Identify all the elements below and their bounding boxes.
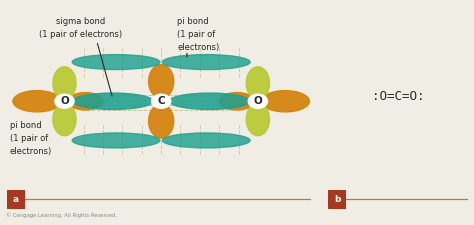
Circle shape: [151, 94, 172, 109]
Text: (1 pair of: (1 pair of: [177, 30, 216, 39]
Ellipse shape: [246, 67, 269, 99]
Ellipse shape: [68, 92, 103, 110]
Text: C: C: [157, 96, 165, 106]
Ellipse shape: [73, 93, 153, 110]
Ellipse shape: [163, 133, 250, 148]
Text: (1 pair of: (1 pair of: [9, 134, 48, 143]
Text: pi bond: pi bond: [9, 121, 41, 130]
Ellipse shape: [72, 133, 160, 148]
Ellipse shape: [53, 67, 76, 99]
Ellipse shape: [72, 55, 160, 70]
Ellipse shape: [148, 104, 174, 138]
Text: O: O: [60, 96, 69, 106]
Text: (1 pair of electrons): (1 pair of electrons): [39, 30, 122, 39]
Ellipse shape: [169, 93, 250, 110]
Ellipse shape: [163, 55, 250, 70]
Circle shape: [54, 94, 75, 109]
Text: © Cengage Learning. All Rights Reserved.: © Cengage Learning. All Rights Reserved.: [6, 213, 117, 218]
Ellipse shape: [246, 103, 269, 136]
Ellipse shape: [53, 103, 76, 136]
Text: O: O: [254, 96, 262, 106]
Text: sigma bond: sigma bond: [56, 17, 105, 26]
Ellipse shape: [148, 65, 174, 98]
Text: a: a: [13, 195, 18, 204]
Text: electrons): electrons): [177, 43, 219, 52]
Ellipse shape: [261, 91, 310, 112]
Text: electrons): electrons): [9, 147, 52, 156]
Ellipse shape: [13, 91, 61, 112]
Text: pi bond: pi bond: [177, 17, 209, 26]
Ellipse shape: [219, 92, 255, 110]
Text: :O=C=O:: :O=C=O:: [372, 90, 424, 103]
Text: b: b: [334, 195, 340, 204]
Circle shape: [247, 94, 268, 109]
